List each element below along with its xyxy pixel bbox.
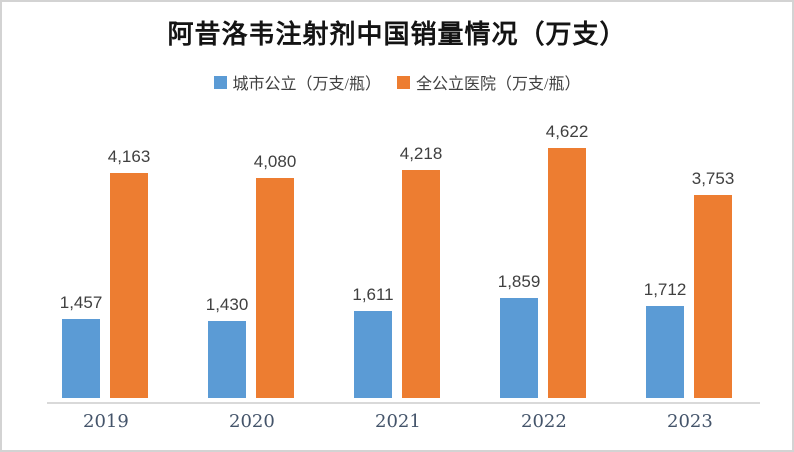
bar: [402, 170, 440, 398]
bar-value-label: 1,457: [59, 293, 103, 313]
legend-swatch: [397, 75, 410, 89]
legend-label: 城市公立（万支/瓶）: [232, 76, 381, 93]
bar-value-label: 4,080: [253, 151, 297, 171]
bar-value-label: 4,163: [107, 147, 151, 167]
legend-swatch: [213, 75, 227, 89]
bar-value-label: 1,430: [205, 294, 249, 314]
x-axis-line: [47, 402, 760, 404]
bar: [110, 173, 148, 398]
bar-column: 1,457: [59, 293, 103, 398]
x-axis-label: 2019: [83, 411, 129, 432]
bar: [548, 148, 586, 398]
chart-legend: 城市公立（万支/瓶） 全公立医院（万支/瓶）: [2, 70, 792, 94]
legend-label: 全公立医院（万支/瓶）: [416, 76, 581, 93]
chart-title: 阿昔洛韦注射剂中国销量情况（万支）: [167, 20, 627, 49]
x-axis-labels: 2019 2020 2021 2022 2023: [32, 411, 762, 432]
bar: [208, 320, 246, 398]
bar-value-label: 3,753: [691, 169, 735, 189]
bar-group: 1,457 4,163: [59, 147, 151, 398]
bar-column: 1,430: [205, 294, 249, 398]
bar-group: 1,859 4,622: [497, 122, 589, 398]
legend-item: 城市公立（万支/瓶）: [213, 70, 381, 94]
bar-column: 1,611: [352, 285, 394, 398]
bar-column: 4,622: [545, 122, 589, 398]
bar: [500, 297, 538, 398]
x-axis-label: 2023: [667, 411, 713, 432]
bar: [256, 177, 294, 398]
bar: [646, 305, 684, 398]
bar-value-label: 4,622: [545, 122, 589, 142]
bar-group: 1,430 4,080: [205, 151, 297, 398]
x-axis-label: 2020: [229, 411, 275, 432]
legend-item: 全公立医院（万支/瓶）: [397, 70, 580, 94]
x-axis-label: 2022: [521, 411, 567, 432]
bar-group: 1,611 4,218: [352, 144, 443, 398]
bar-column: 1,859: [497, 271, 541, 398]
x-axis-label: 2021: [375, 411, 421, 432]
bar-value-label: 4,218: [399, 144, 443, 164]
bar-column: 4,080: [253, 151, 297, 398]
bar-column: 4,163: [107, 147, 151, 398]
bar: [354, 311, 392, 398]
bar-column: 3,753: [691, 169, 735, 398]
bar-group: 1,712 3,753: [643, 169, 735, 398]
bar-column: 4,218: [399, 144, 443, 398]
bar-value-label: 1,859: [497, 271, 541, 291]
plot-area: 1,457 4,163 1,430 4,080 1,611 4,218 1,859 4,622…: [32, 122, 762, 398]
bar-value-label: 1,611: [352, 285, 394, 304]
bar: [62, 319, 100, 398]
bar-value-label: 1,712: [643, 279, 687, 299]
bar-column: 1,712: [643, 279, 687, 398]
bar: [694, 195, 732, 398]
